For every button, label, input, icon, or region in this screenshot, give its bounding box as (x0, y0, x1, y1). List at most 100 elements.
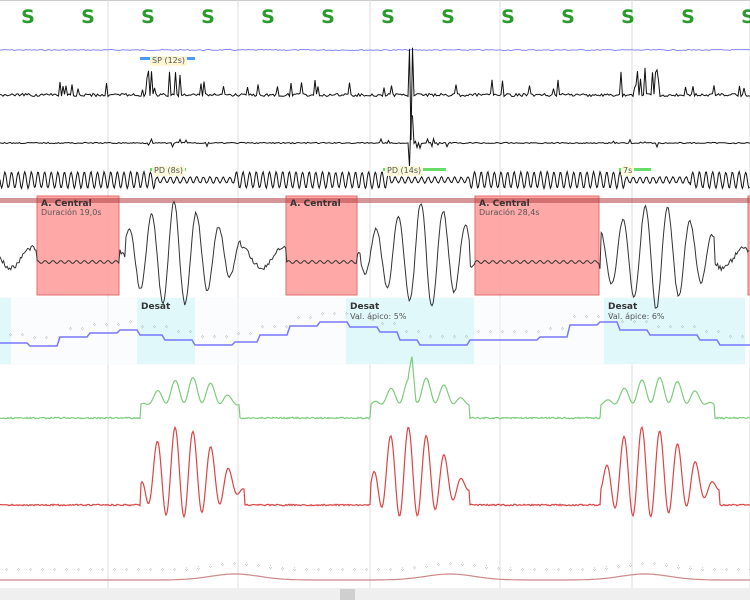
svg-text:⁘: ⁘ (220, 562, 225, 569)
svg-text:⁘: ⁘ (148, 567, 153, 574)
svg-text:⁘: ⁘ (184, 566, 189, 573)
horizontal-scrollbar[interactable] (0, 588, 750, 600)
sleep-stage-label[interactable]: S (21, 6, 35, 28)
svg-text:⁘: ⁘ (248, 331, 253, 338)
sleep-stage-label[interactable]: S (141, 6, 155, 28)
svg-text:⁘: ⁘ (128, 319, 133, 326)
svg-text:⁘: ⁘ (8, 332, 13, 339)
svg-text:⁘: ⁘ (676, 564, 681, 571)
svg-text:⁘: ⁘ (568, 567, 573, 574)
sleep-stage-label[interactable]: S (501, 6, 515, 28)
svg-text:⁘: ⁘ (640, 561, 645, 568)
desat-event-value: Val. ápice: 6% (608, 312, 665, 321)
svg-text:⁘: ⁘ (364, 567, 369, 574)
svg-text:⁘: ⁘ (136, 567, 141, 574)
pd-annotation[interactable]: PD (8s) (152, 166, 186, 176)
sleep-stage-label[interactable]: S (441, 6, 455, 28)
svg-text:⁘: ⁘ (4, 567, 9, 574)
svg-text:⁘: ⁘ (460, 561, 465, 568)
apnea-event-title[interactable]: A. Central (479, 199, 530, 209)
sleep-stage-label[interactable]: S (381, 6, 395, 28)
sleep-stage-label[interactable]: S (201, 6, 215, 28)
svg-text:⁘: ⁘ (140, 324, 145, 331)
svg-text:⁘: ⁘ (508, 567, 513, 574)
sleep-stage-label[interactable]: S (81, 6, 95, 28)
svg-text:⁘: ⁘ (724, 567, 729, 574)
svg-text:⁘: ⁘ (496, 566, 501, 573)
svg-text:⁘: ⁘ (400, 566, 405, 573)
svg-text:⁘: ⁘ (548, 326, 553, 333)
sleep-stage-label[interactable]: S (261, 6, 275, 28)
svg-text:⁘: ⁘ (592, 566, 597, 573)
svg-text:⁘: ⁘ (664, 563, 669, 570)
apnea-event-duration: Duración 28,4s (479, 208, 540, 217)
sleep-stage-label[interactable]: S (681, 6, 695, 28)
svg-text:⁘: ⁘ (52, 567, 57, 574)
svg-text:⁘: ⁘ (344, 311, 349, 318)
svg-text:⁘: ⁘ (524, 329, 529, 336)
sleep-stage-label[interactable]: S (741, 6, 750, 28)
svg-text:⁘: ⁘ (536, 329, 541, 336)
svg-text:⁘: ⁘ (64, 567, 69, 574)
svg-text:⁘: ⁘ (416, 329, 421, 336)
pd-annotation[interactable]: PD (14s) (385, 166, 424, 176)
svg-text:⁘: ⁘ (436, 562, 441, 569)
svg-text:⁘: ⁘ (200, 334, 205, 341)
svg-text:⁘: ⁘ (556, 567, 561, 574)
svg-text:⁘: ⁘ (500, 329, 505, 336)
svg-text:⁘: ⁘ (488, 329, 493, 336)
svg-text:⁘: ⁘ (412, 565, 417, 572)
svg-text:⁘: ⁘ (380, 321, 385, 328)
desat-event-title[interactable]: Desat (608, 302, 638, 312)
desat-event-title[interactable]: Desat (141, 302, 171, 312)
desat-event-title[interactable]: Desat (350, 302, 380, 312)
svg-text:⁘: ⁘ (104, 322, 109, 329)
sleep-stage-label[interactable]: S (321, 6, 335, 28)
svg-text:⁘: ⁘ (388, 567, 393, 574)
svg-text:⁘: ⁘ (340, 567, 345, 574)
svg-text:⁘: ⁘ (476, 329, 481, 336)
svg-text:⁘: ⁘ (316, 567, 321, 574)
svg-text:⁘: ⁘ (700, 567, 705, 574)
svg-text:⁘: ⁘ (272, 324, 277, 331)
svg-text:⁘: ⁘ (232, 561, 237, 568)
svg-text:⁘: ⁘ (292, 567, 297, 574)
svg-text:⁘: ⁘ (296, 315, 301, 322)
apnea-event-title[interactable]: A. Central (41, 199, 92, 209)
svg-text:⁘: ⁘ (472, 563, 477, 570)
svg-text:⁘: ⁘ (356, 316, 361, 323)
sp-annotation[interactable]: SP (12s) (150, 56, 188, 66)
svg-text:⁘: ⁘ (632, 319, 637, 326)
svg-text:⁘: ⁘ (712, 567, 717, 574)
sleep-stage-label[interactable]: S (561, 6, 575, 28)
svg-text:⁘: ⁘ (20, 332, 25, 339)
svg-text:⁘: ⁘ (164, 324, 169, 331)
svg-text:⁘: ⁘ (116, 322, 121, 329)
svg-text:⁘: ⁘ (448, 561, 453, 568)
apnea-event-title[interactable]: A. Central (290, 199, 341, 209)
svg-text:⁘: ⁘ (376, 567, 381, 574)
svg-text:⁘: ⁘ (32, 335, 37, 342)
svg-text:⁘: ⁘ (424, 564, 429, 571)
svg-text:⁘: ⁘ (172, 567, 177, 574)
svg-text:⁘: ⁘ (352, 567, 357, 574)
svg-text:⁘: ⁘ (332, 311, 337, 318)
svg-text:⁘: ⁘ (68, 326, 73, 333)
svg-text:⁘: ⁘ (740, 334, 745, 341)
svg-text:⁘: ⁘ (176, 329, 181, 336)
svg-text:⁘: ⁘ (688, 566, 693, 573)
svg-text:⁘: ⁘ (748, 567, 750, 574)
svg-text:⁘: ⁘ (16, 567, 21, 574)
pd-annotation[interactable]: 7s (621, 166, 635, 176)
svg-text:⁘: ⁘ (728, 334, 733, 341)
svg-text:⁘: ⁘ (196, 565, 201, 572)
svg-text:⁘: ⁘ (616, 564, 621, 571)
svg-text:⁘: ⁘ (280, 566, 285, 573)
desat-event-value: Val. ápico: 5% (350, 312, 407, 321)
svg-text:⁘: ⁘ (596, 314, 601, 321)
sleep-stage-label[interactable]: S (621, 6, 635, 28)
svg-text:⁘: ⁘ (76, 567, 81, 574)
scrollbar-thumb[interactable] (340, 589, 355, 600)
